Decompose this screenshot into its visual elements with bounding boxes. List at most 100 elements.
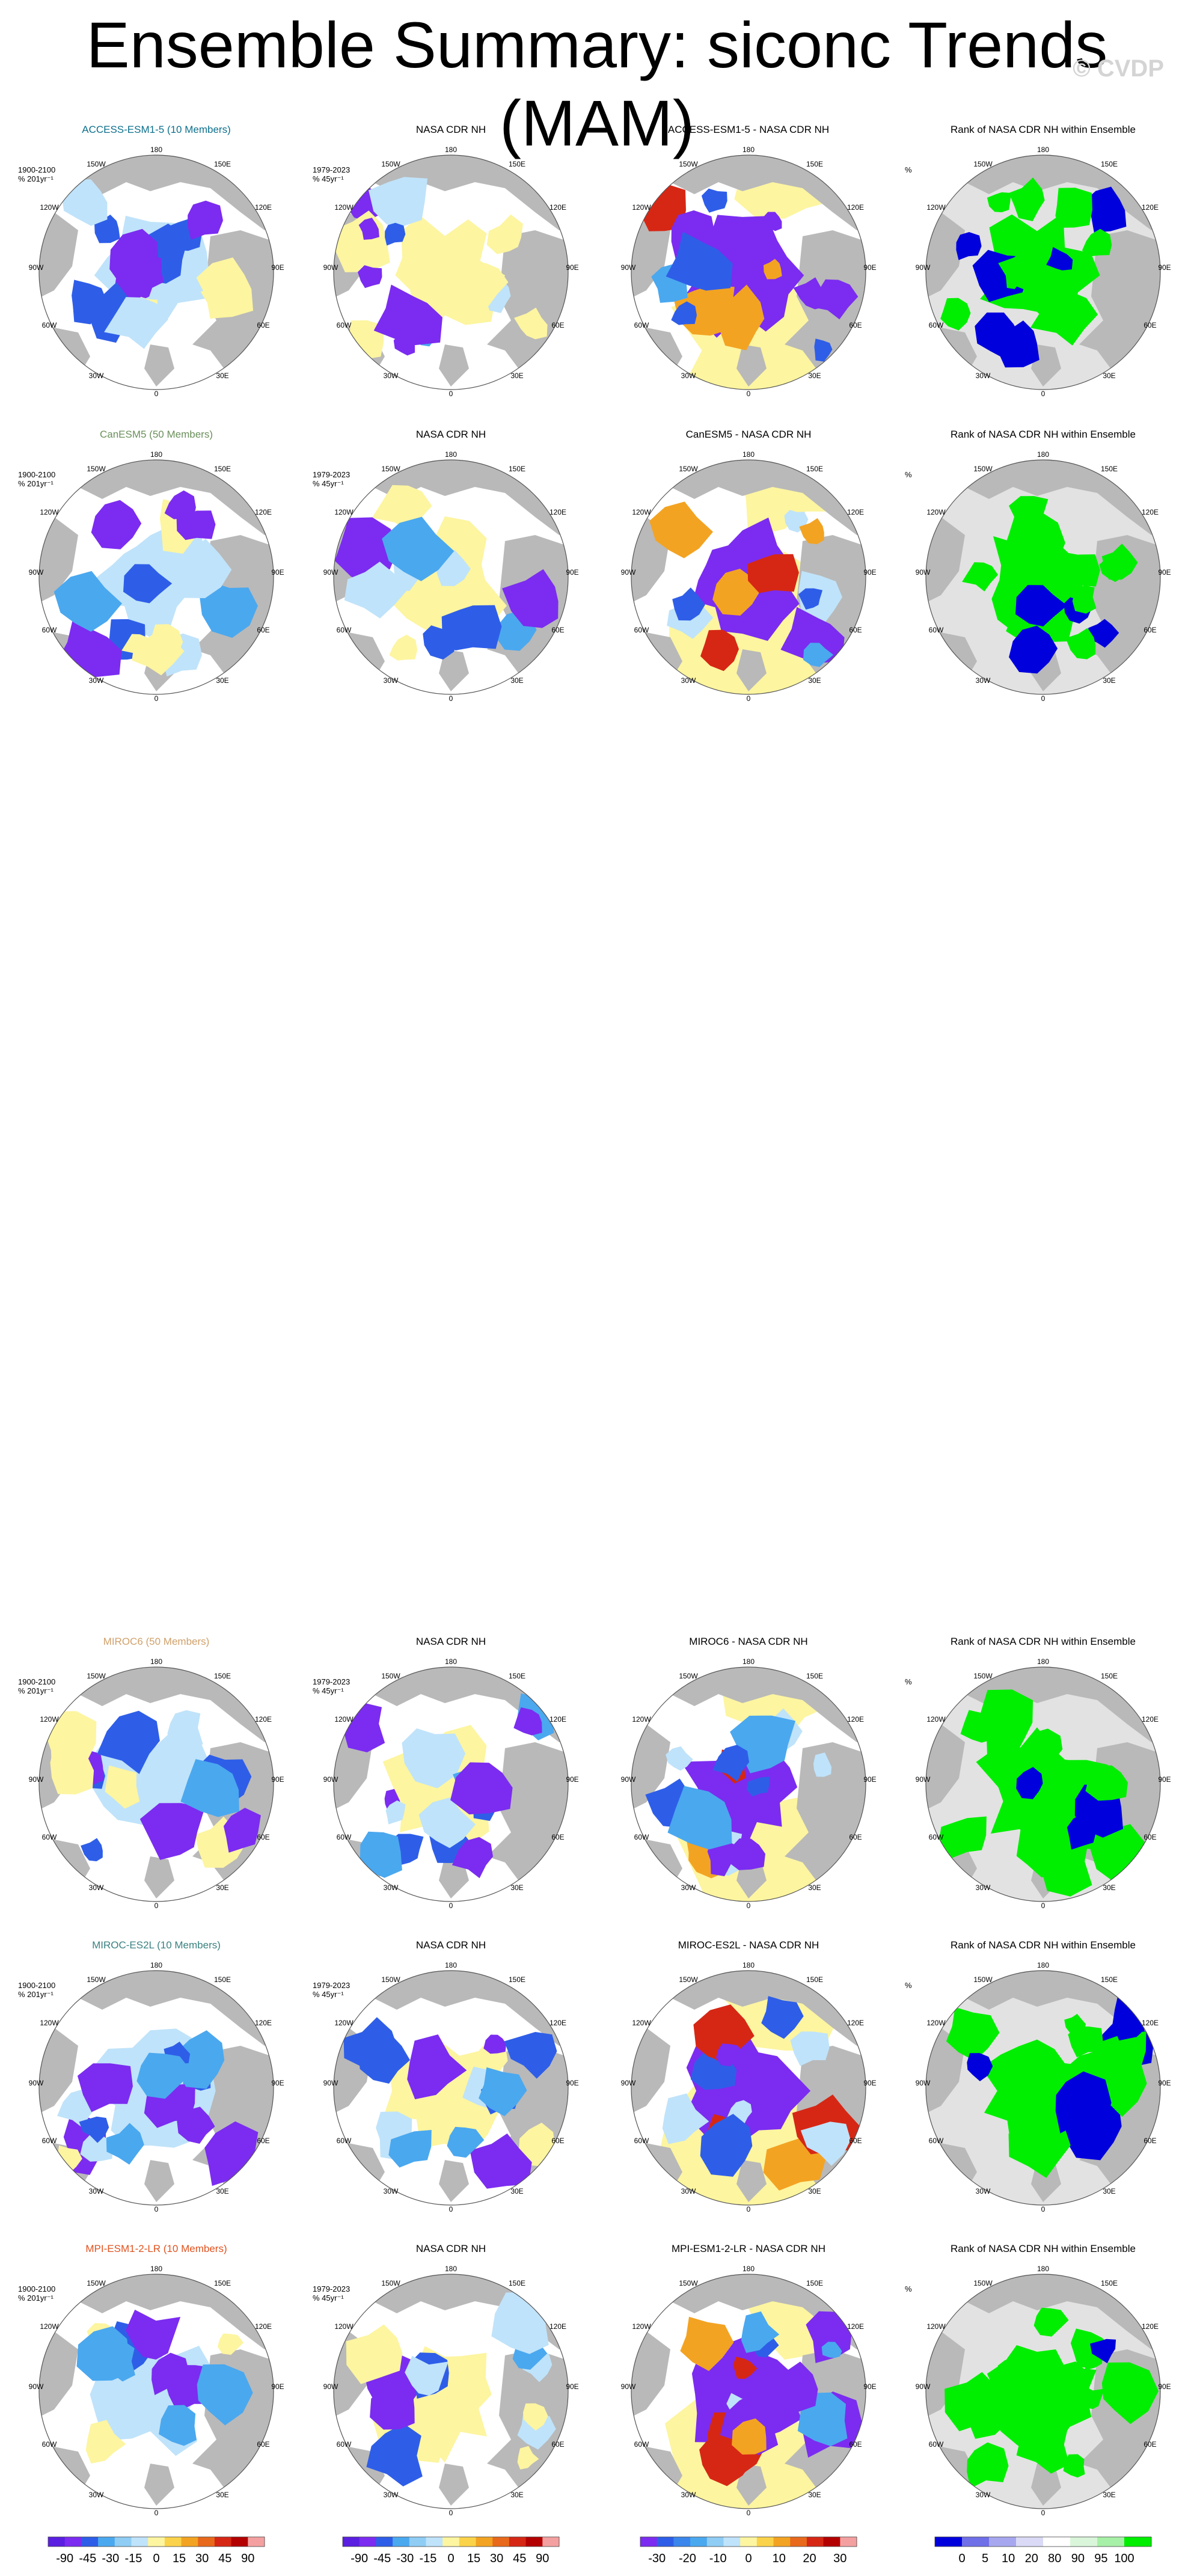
lon-label: 30W xyxy=(976,1883,991,1892)
lon-label: 0 xyxy=(155,694,159,703)
lon-label: 60E xyxy=(551,1833,564,1841)
lon-label: 120E xyxy=(1142,2019,1159,2027)
lon-label: 150E xyxy=(509,465,525,473)
lon-label: 30E xyxy=(216,2491,228,2499)
lon-label: 90W xyxy=(621,263,636,272)
lon-label: 30W xyxy=(681,676,696,685)
panel-subtitle-period: % xyxy=(905,1677,912,1686)
lon-label: 60E xyxy=(1143,1833,1156,1841)
land-mass xyxy=(144,2464,174,2506)
lon-label: 60W xyxy=(42,626,57,634)
panel-title: Rank of NASA CDR NH within Ensemble xyxy=(950,1939,1136,1951)
lon-label: 60E xyxy=(551,321,564,329)
colorbar-swatch xyxy=(248,2537,265,2547)
lon-label: 0 xyxy=(449,694,453,703)
sea-ice-trend-patch xyxy=(1090,2339,1116,2364)
sea-ice-trend-patch xyxy=(104,297,168,349)
sea-ice-trend-patch xyxy=(987,192,1011,213)
sea-ice-trend-patch xyxy=(790,2031,830,2066)
lon-label: 90W xyxy=(621,2382,636,2391)
lon-label: 90W xyxy=(916,263,931,272)
sea-ice-trend-patch xyxy=(938,1816,987,1859)
polar-map: 180 150W 150E 120W 120E 90W 90E 60W 60E 30W 30E 0 xyxy=(899,1961,1187,2250)
colorbar-tick-label: -45 xyxy=(79,2552,96,2565)
lon-label: 150W xyxy=(381,465,400,473)
lon-label: 90E xyxy=(271,568,284,577)
lon-label: 180 xyxy=(742,1658,755,1666)
lon-label: 60W xyxy=(634,2137,649,2145)
lon-label: 120E xyxy=(255,2019,272,2027)
sea-ice-trend-patch xyxy=(435,549,471,586)
lon-label: 120W xyxy=(40,508,59,516)
sea-ice-trend-patch xyxy=(1019,1728,1063,1773)
lon-label: 120E xyxy=(847,1715,864,1724)
map-panel-diff: MPI-ESM1-2-LR - NASA CDR NH 180 150W 150E 12… xyxy=(604,2242,893,2555)
map-panel-model: MIROC-ES2L (10 Members) 180 150W 150E 120W 12… xyxy=(12,1939,301,2251)
sea-ice-trend-patch xyxy=(138,255,162,281)
sea-ice-trend-patch xyxy=(1099,555,1129,583)
lon-label: 30E xyxy=(808,2187,821,2195)
sea-ice-trend-patch xyxy=(1101,2362,1159,2425)
lon-label: 120E xyxy=(255,508,272,516)
panel-title: MIROC-ES2L - NASA CDR NH xyxy=(678,1939,819,1951)
panel-subtitle: 1900-2100% 201yr⁻¹ xyxy=(18,2284,55,2302)
lon-label: 60W xyxy=(634,2440,649,2449)
lon-label: 150E xyxy=(509,1672,525,1680)
lon-label: 150E xyxy=(1101,160,1118,168)
colorbar-swatch xyxy=(673,2537,691,2547)
panel-subtitle: 1900-2100% 201yr⁻¹ xyxy=(18,1981,55,1999)
colorbar-swatch xyxy=(214,2537,232,2547)
colorbar-swatch xyxy=(343,2537,360,2547)
sea-ice-trend-patch xyxy=(667,1785,732,1850)
lon-label: 90W xyxy=(323,263,338,272)
panel-subtitle-period: 1979-2023 xyxy=(313,2284,351,2293)
lon-label: 60W xyxy=(337,2440,352,2449)
panel-subtitle-units: % 45yr⁻¹ xyxy=(313,479,344,488)
lon-label: 120W xyxy=(334,203,354,212)
sea-ice-trend-patch xyxy=(479,2067,527,2117)
sea-ice-trend-patch xyxy=(1036,1807,1080,1865)
lon-label: 120W xyxy=(40,2019,59,2027)
lon-label: 90E xyxy=(1158,1775,1171,1784)
panel-title: MIROC6 (50 Members) xyxy=(103,1636,210,1647)
colorbar-swatch xyxy=(823,2537,840,2547)
lon-label: 90E xyxy=(271,263,284,272)
sea-ice-trend-patch xyxy=(360,1831,402,1878)
polar-map: 180 150W 150E 120W 120E 90W 90E 60W 60E 30W 30E 0 xyxy=(899,450,1187,739)
sea-ice-trend-patch xyxy=(343,1703,385,1752)
map-border xyxy=(631,1970,866,2206)
panel-subtitle-period: 1979-2023 xyxy=(313,165,351,174)
land-mass xyxy=(487,1742,568,1901)
sea-ice-trend-patch xyxy=(1082,2060,1147,2117)
sea-ice-trend-patch xyxy=(180,1759,239,1817)
lon-label: 60W xyxy=(929,2440,944,2449)
map-panel-model: MPI-ESM1-2-LR (10 Members) 180 150W 150E 120… xyxy=(12,2242,301,2555)
colorbar-swatch xyxy=(935,2537,963,2547)
panel-subtitle: 1900-2100% 201yr⁻¹ xyxy=(18,1677,55,1695)
colorbar-tick-label: 0 xyxy=(447,2552,454,2565)
lon-label: 30W xyxy=(976,2491,991,2499)
sea-ice-trend-patch xyxy=(764,259,782,280)
colorbar-swatch xyxy=(114,2537,132,2547)
lon-label: 120E xyxy=(550,1715,566,1724)
page-title: Ensemble Summary: siconc Trends (MAM) xyxy=(86,8,1108,159)
lon-label: 0 xyxy=(1041,2205,1046,2213)
colorbar-swatch xyxy=(1070,2537,1098,2547)
lon-label: 150W xyxy=(973,465,993,473)
sea-ice-trend-patch xyxy=(1002,510,1065,579)
lon-label: 150E xyxy=(214,1975,231,1984)
panel-title: MPI-ESM1-2-LR - NASA CDR NH xyxy=(672,2243,825,2254)
lon-label: 30E xyxy=(216,676,228,685)
panel-title: ACCESS-ESM1-5 - NASA CDR NH xyxy=(667,124,830,135)
lon-label: 180 xyxy=(150,1962,162,1969)
panel-title: Rank of NASA CDR NH within Ensemble xyxy=(950,429,1136,440)
sea-ice-trend-patch xyxy=(803,643,834,667)
sea-ice-trend-patch xyxy=(1083,186,1127,233)
map-panel-diff: CanESM5 - NASA CDR NH 180 150W 150E 120W 120E… xyxy=(604,428,893,741)
panel-subtitle: % xyxy=(905,165,912,174)
lon-label: 180 xyxy=(742,146,755,154)
polar-map: 180 150W 150E 120W 120E 90W 90E 60W 60E 30W 30E 0 xyxy=(12,450,301,739)
lon-label: 180 xyxy=(742,451,755,459)
lon-label: 0 xyxy=(747,2205,751,2213)
lon-label: 180 xyxy=(1037,1962,1049,1969)
